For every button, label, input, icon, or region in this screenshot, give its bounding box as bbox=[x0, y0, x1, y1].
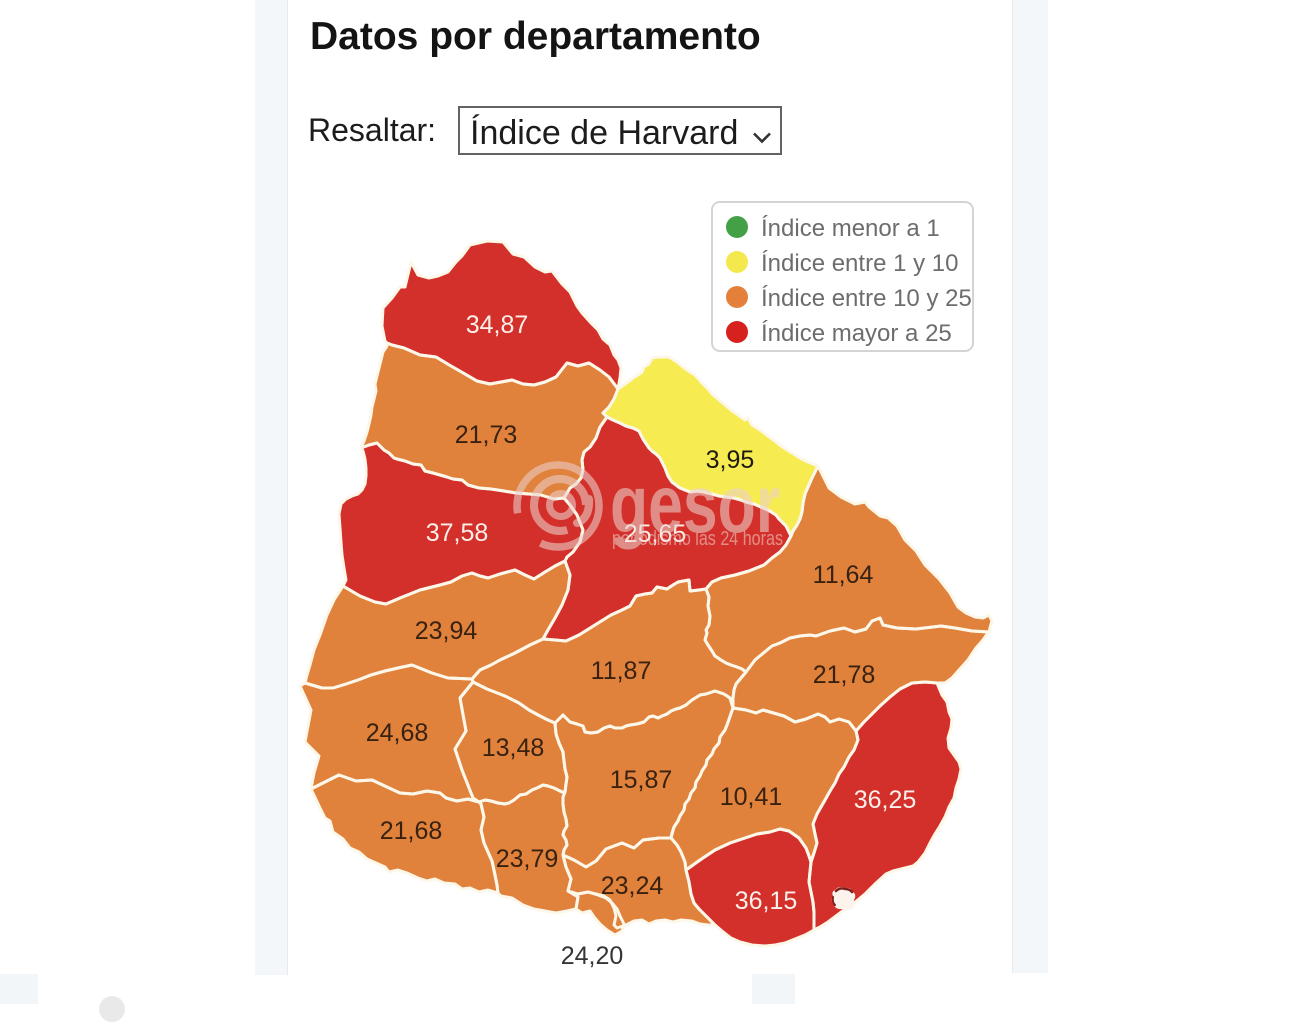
svg-text:15,87: 15,87 bbox=[610, 766, 673, 794]
svg-text:21,78: 21,78 bbox=[813, 661, 876, 689]
svg-text:21,73: 21,73 bbox=[455, 421, 518, 449]
svg-text:23,94: 23,94 bbox=[415, 617, 478, 645]
svg-text:21,68: 21,68 bbox=[380, 817, 443, 845]
svg-text:24,20: 24,20 bbox=[561, 942, 624, 970]
svg-text:10,41: 10,41 bbox=[720, 783, 783, 811]
svg-text:34,87: 34,87 bbox=[466, 311, 529, 339]
svg-text:23,79: 23,79 bbox=[496, 845, 559, 873]
svg-text:25,65: 25,65 bbox=[624, 520, 687, 548]
svg-text:24,68: 24,68 bbox=[366, 719, 429, 747]
svg-text:gesor: gesor bbox=[610, 459, 780, 550]
svg-text:13,48: 13,48 bbox=[482, 734, 545, 762]
svg-text:37,58: 37,58 bbox=[426, 519, 489, 547]
svg-text:36,15: 36,15 bbox=[735, 887, 798, 915]
svg-text:periodismo las 24 horas: periodismo las 24 horas bbox=[612, 528, 783, 550]
svg-text:3,95: 3,95 bbox=[706, 446, 755, 474]
svg-text:36,25: 36,25 bbox=[854, 786, 917, 814]
svg-text:23,24: 23,24 bbox=[601, 872, 664, 900]
svg-text:11,64: 11,64 bbox=[813, 561, 874, 589]
svg-text:11,87: 11,87 bbox=[591, 657, 652, 685]
